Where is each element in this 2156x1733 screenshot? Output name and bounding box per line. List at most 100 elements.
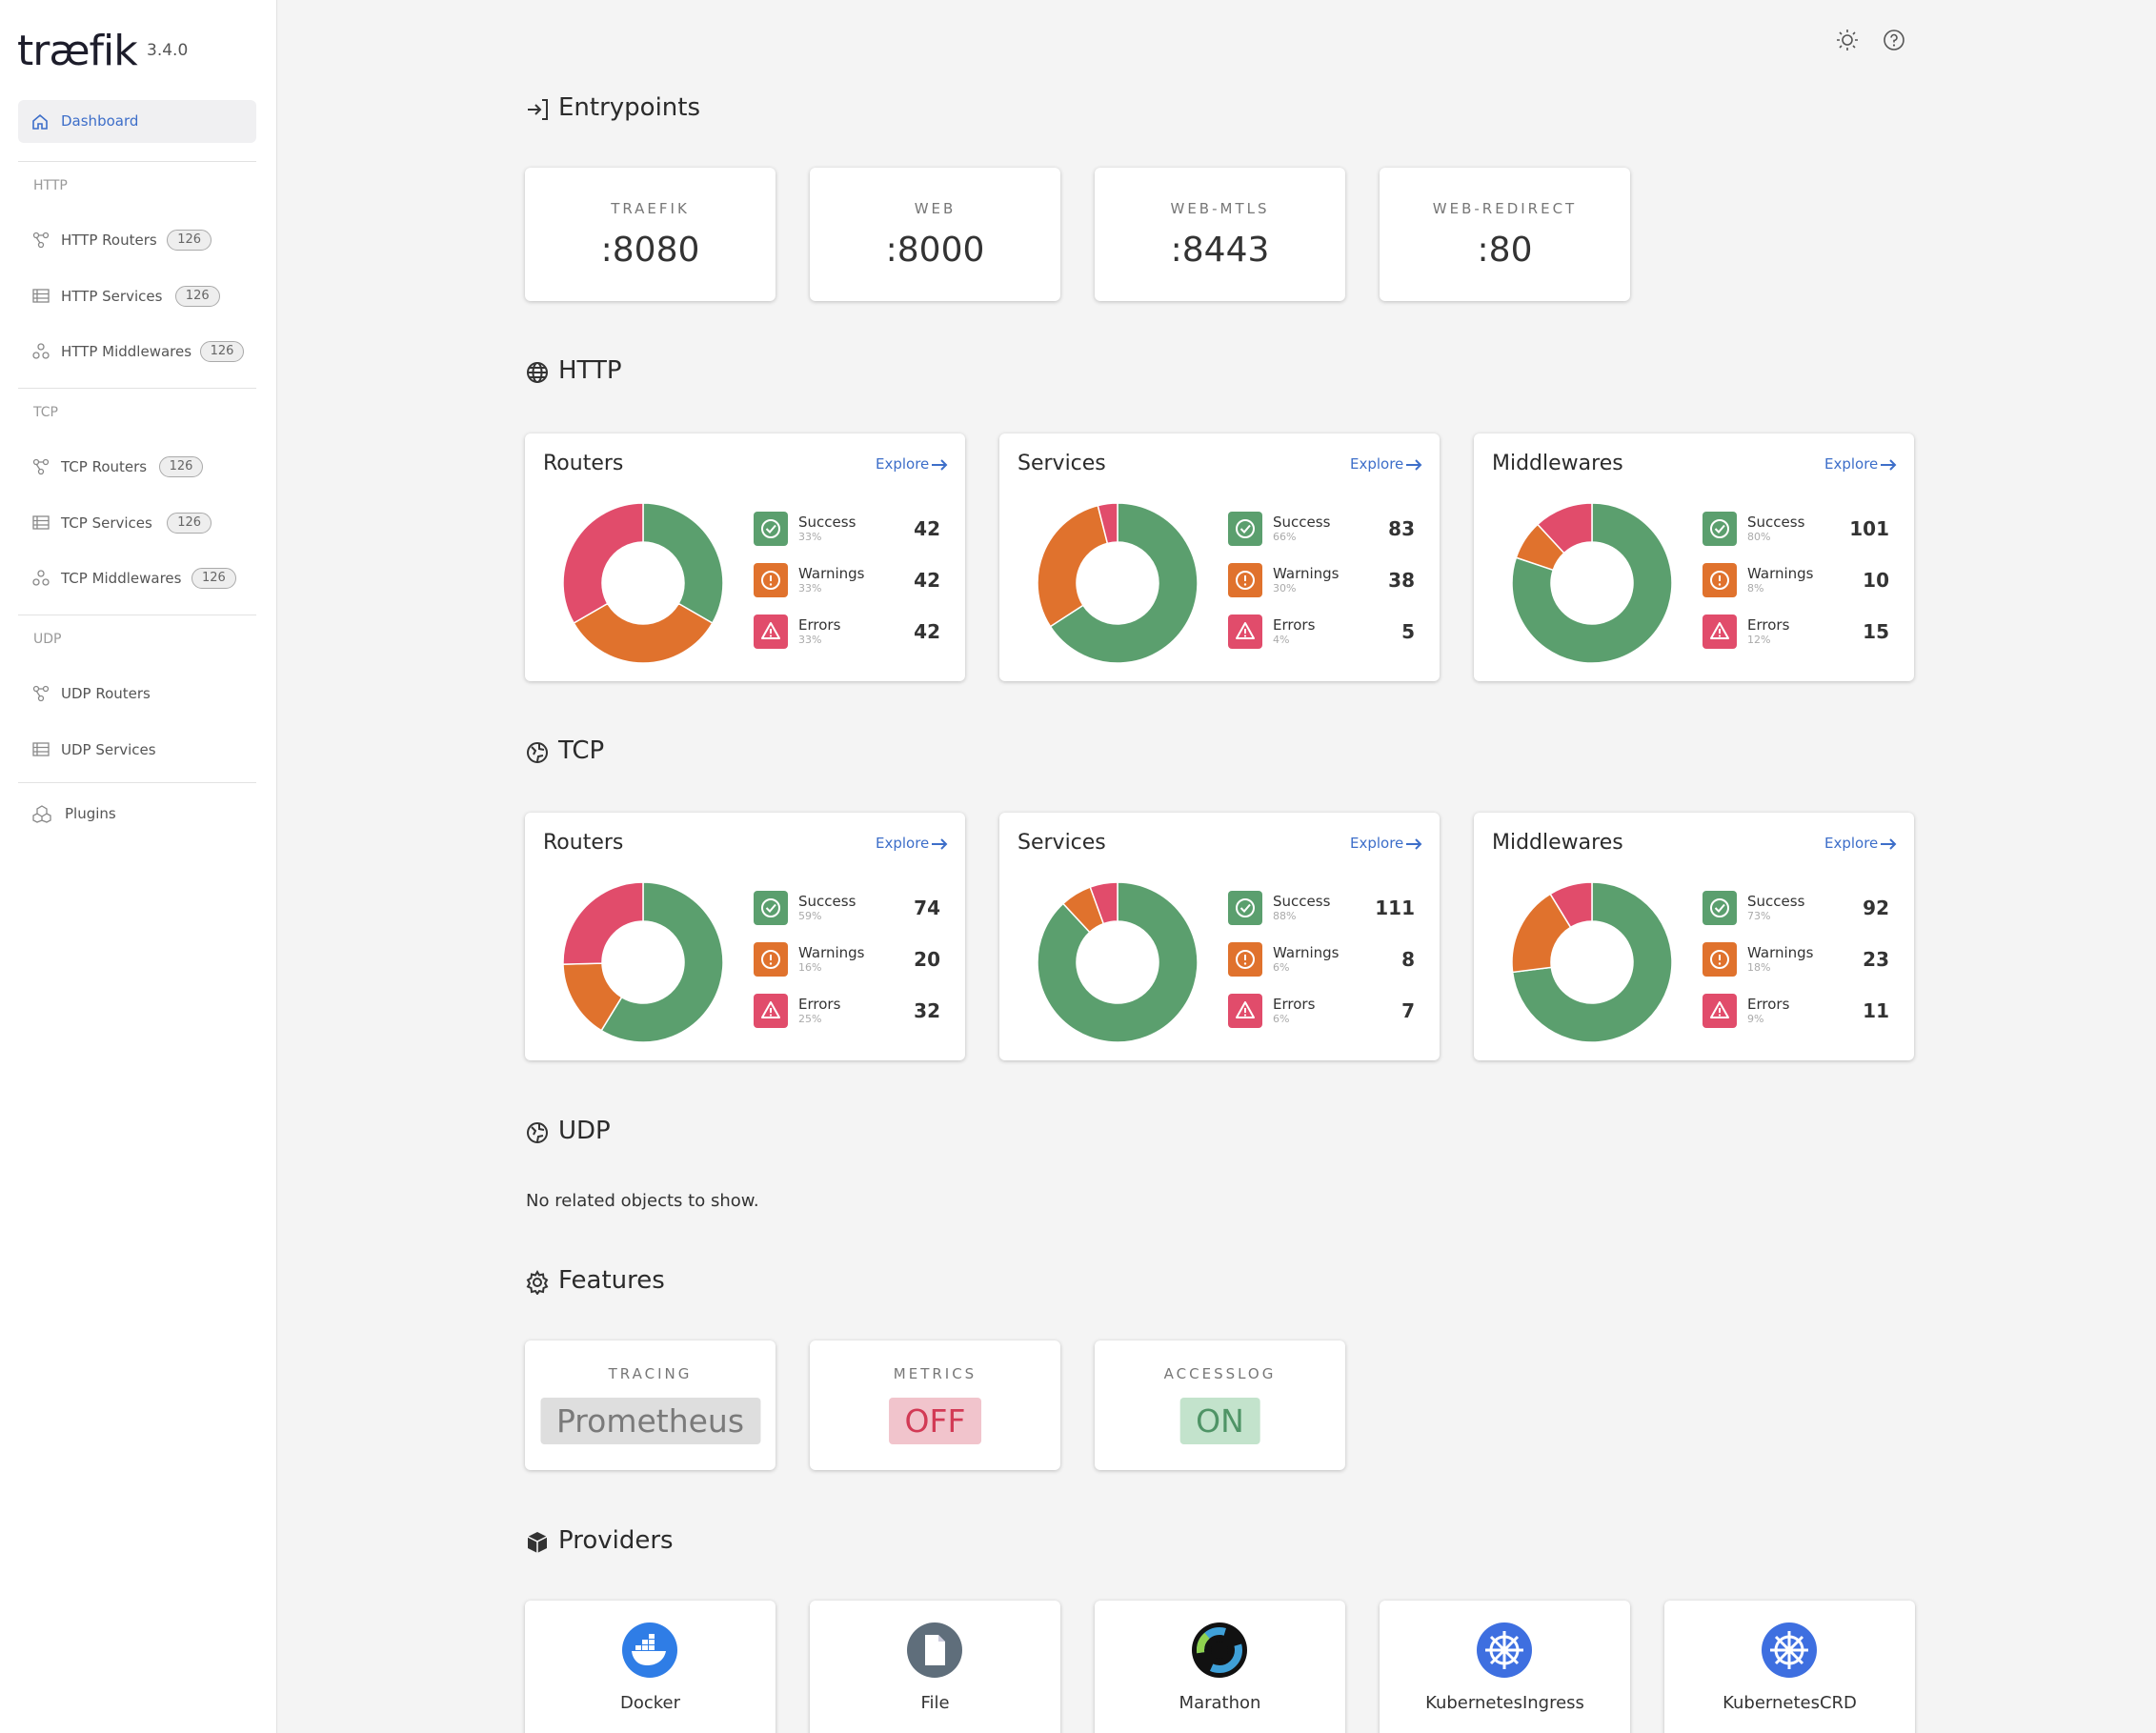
status-label: Success xyxy=(798,514,856,531)
status-label: Success xyxy=(1273,893,1331,910)
status-icon xyxy=(1228,512,1262,546)
status-label: Success xyxy=(1747,514,1805,531)
arrow xyxy=(932,838,948,850)
provider-card: Docker xyxy=(525,1601,776,1733)
nav-item-active[interactable]: Dashboard xyxy=(18,100,256,143)
explore-link[interactable]: Explore xyxy=(876,455,948,476)
arrow xyxy=(1881,838,1897,850)
status-icon xyxy=(1703,512,1737,546)
nav-label: Plugins xyxy=(65,805,116,822)
donut-segment xyxy=(1097,503,1118,545)
entrypoint-card card[interactable]: WEB-REDIRECT :80 xyxy=(1380,168,1630,301)
status-icon xyxy=(1703,891,1737,925)
donut-segment xyxy=(563,882,644,965)
icon xyxy=(32,232,50,249)
section-title: Providers xyxy=(558,1526,674,1555)
entrypoint-card card[interactable]: WEB-MTLS:8443 xyxy=(1095,168,1345,301)
theme-toggle[interactable] xyxy=(1835,28,1860,52)
explore-link[interactable]: Explore xyxy=(1824,835,1897,856)
card-title: Services xyxy=(1018,831,1106,855)
status-percent: 66% xyxy=(1273,531,1297,543)
status-icon xyxy=(1228,891,1262,925)
stats-card: Routers Explore Success 33% 42 Warnings 33% 42 E… xyxy=(525,433,965,681)
status-icon xyxy=(1703,994,1737,1028)
status-icon xyxy=(754,942,788,977)
donut xyxy=(1038,503,1198,663)
status-label: Warnings xyxy=(1747,944,1814,961)
status-icon xyxy=(1703,615,1737,649)
status-percent: 80% xyxy=(1747,531,1771,543)
section-title: TCP xyxy=(558,736,605,765)
explore-link[interactable]: Explore xyxy=(1350,455,1422,476)
icon xyxy=(32,741,50,756)
explore-link[interactable]: Explore xyxy=(1824,455,1897,476)
donut xyxy=(1512,882,1672,1042)
sidebar: træfik 3.4.0 Dashboard HTTP HTTP Routers 126 H… xyxy=(0,0,277,1733)
nav-item[interactable]: HTTP Services 126 xyxy=(18,280,256,312)
feature-name: ACCESSLOG xyxy=(1163,1365,1277,1382)
card-title: Services xyxy=(1018,452,1106,475)
provider-name: Marathon xyxy=(1179,1693,1261,1713)
donut-segment xyxy=(1512,503,1672,663)
explore-label: Explore xyxy=(1824,455,1879,473)
icon xyxy=(32,685,50,702)
nav-item[interactable]: Plugins xyxy=(18,797,256,830)
status-percent: 59% xyxy=(798,910,822,922)
status-label: Errors xyxy=(1747,616,1790,634)
status-percent: 6% xyxy=(1273,961,1290,974)
section-icon xyxy=(527,1122,548,1143)
nav-item[interactable]: HTTP Routers 126 xyxy=(18,224,256,256)
nav-item[interactable]: HTTP Middlewares 126 xyxy=(18,335,256,368)
donut-segment xyxy=(563,503,644,625)
explore-label: Explore xyxy=(876,455,930,473)
badge: 126 xyxy=(174,285,220,307)
nav-label: Dashboard xyxy=(61,112,139,130)
nav-item[interactable]: UDP Services xyxy=(18,734,256,766)
nav-label: TCP Routers xyxy=(61,458,148,475)
nav-item[interactable]: UDP Routers xyxy=(18,677,256,710)
entrypoint-card card[interactable]: WEB:8000 xyxy=(810,168,1060,301)
nav-label: TCP Services xyxy=(61,514,152,532)
entrypoint-name: WEB-MTLS xyxy=(1170,200,1270,217)
feature-badge: OFF xyxy=(888,1398,982,1444)
status-icon xyxy=(754,891,788,925)
explore-link[interactable]: Explore xyxy=(1350,835,1422,856)
status-count: 83 xyxy=(1388,517,1415,540)
entrypoint-address: :80 xyxy=(1477,231,1533,270)
nav-item[interactable]: TCP Middlewares 126 xyxy=(18,562,256,594)
status-count: 111 xyxy=(1375,897,1415,919)
entrypoint-address: :8080 xyxy=(600,231,700,270)
donut xyxy=(1038,882,1198,1042)
explore-link[interactable]: Explore xyxy=(876,835,948,856)
entrypoint-card card[interactable]: TRAEFIK:8080 xyxy=(525,168,776,301)
nav-item[interactable]: TCP Services 126 xyxy=(18,507,256,539)
help[interactable] xyxy=(1882,28,1906,52)
arrow xyxy=(932,459,948,471)
status-icon xyxy=(754,512,788,546)
stats-card: Services Explore Success 66% 83 Warnings 30% 38… xyxy=(999,433,1440,681)
status-count: 8 xyxy=(1401,948,1415,971)
status-count: 42 xyxy=(914,569,940,592)
nav-item[interactable]: TCP Routers 126 xyxy=(18,451,256,483)
status-count: 20 xyxy=(914,948,940,971)
feature-badge: Prometheus xyxy=(539,1398,761,1444)
status-label: Success xyxy=(1747,893,1805,910)
status-count: 92 xyxy=(1863,897,1889,919)
explore-label: Explore xyxy=(1350,835,1404,852)
status-icon xyxy=(754,615,788,649)
nav-label: HTTP Routers xyxy=(61,232,157,249)
arrow xyxy=(1406,838,1422,850)
status-icon xyxy=(1228,615,1262,649)
status-percent: 18% xyxy=(1747,961,1771,974)
entrypoint-name: WEB-REDIRECT xyxy=(1432,200,1578,217)
donut-segment xyxy=(1089,882,1118,925)
donut-segment xyxy=(1038,504,1109,628)
stats-card: Middlewares Explore Success 73% 92 Warnings 18… xyxy=(1474,813,1914,1060)
provider-card: KubernetesIngress xyxy=(1380,1601,1630,1733)
provider-card: Marathon xyxy=(1095,1601,1345,1733)
status-icon xyxy=(1703,563,1737,597)
donut xyxy=(563,503,723,663)
nav-group-title: HTTP xyxy=(33,178,68,193)
nav-label: UDP Routers xyxy=(61,685,151,702)
